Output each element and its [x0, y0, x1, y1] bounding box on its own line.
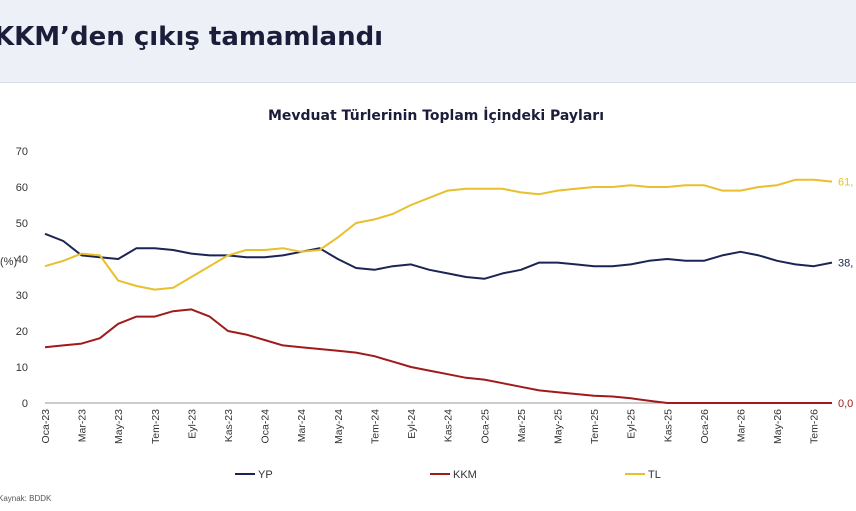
- series-line-yp: [44, 232, 833, 280]
- legend-item-tl: TL: [625, 469, 661, 481]
- y-tick-label: 10: [16, 362, 28, 374]
- end-label-kkm: 0,0: [838, 398, 853, 410]
- x-tick-label: Tem-26: [809, 409, 821, 444]
- legend-item-yp: YP: [235, 469, 273, 481]
- x-tick-label: Mar-24: [296, 409, 308, 442]
- end-label-yp: 38,: [838, 258, 853, 270]
- x-tick-label: Oca-26: [699, 409, 711, 444]
- end-labels: 38, 0,0 61,: [838, 177, 853, 410]
- y-tick-label: 30: [16, 290, 28, 302]
- x-tick-label: Mar-23: [77, 409, 89, 442]
- x-tick-label: Kas-25: [662, 409, 674, 442]
- x-axis: Oca-23 Mar-23 May-23 Tem-23 Eyl-23 Kas-23 Oca-…: [40, 402, 832, 444]
- x-tick-label: Mar-25: [516, 409, 528, 442]
- end-label-tl: 61,: [838, 177, 853, 189]
- series-lines: [44, 178, 833, 404]
- x-tick-label: Tem-23: [150, 409, 162, 444]
- y-tick-label: 20: [16, 326, 28, 338]
- x-tick-label: Tem-25: [589, 409, 601, 444]
- y-axis: 0 10 20 30 40 50 60 70: [16, 146, 28, 410]
- x-tick-label: Kas-24: [443, 409, 455, 442]
- legend-item-kkm: KKM: [430, 469, 477, 481]
- x-tick-label: Oca-23: [40, 409, 52, 444]
- legend-label: YP: [258, 469, 273, 481]
- y-tick-label: 0: [22, 398, 28, 410]
- source-note: Kaynak: BDDK: [0, 494, 52, 503]
- slide-title: KKM’den çıkış tamamlandı: [0, 22, 384, 52]
- y-tick-label: 50: [16, 218, 28, 230]
- x-tick-label: Eyl-23: [186, 409, 198, 439]
- y-axis-label: (%): [0, 256, 17, 268]
- slide-header: KKM’den çıkış tamamlandı: [0, 0, 856, 83]
- series-line-tl: [44, 178, 833, 291]
- x-tick-label: Kas-23: [223, 409, 235, 442]
- y-tick-label: 40: [16, 254, 28, 266]
- x-tick-label: Eyl-25: [626, 409, 638, 439]
- x-tick-label: May-25: [552, 409, 564, 444]
- chart-title: Mevduat Türlerinin Toplam İçindeki Payla…: [268, 107, 604, 124]
- x-tick-label: May-24: [333, 409, 345, 444]
- y-tick-label: 70: [16, 146, 28, 158]
- line-chart: Mevduat Türlerinin Toplam İçindeki Payla…: [0, 107, 853, 481]
- x-tick-label: Oca-24: [260, 409, 272, 444]
- y-tick-label: 60: [16, 182, 28, 194]
- x-tick-label: May-26: [772, 409, 784, 444]
- x-tick-label: May-23: [113, 409, 125, 444]
- legend-label: TL: [648, 469, 661, 481]
- x-tick-label: Eyl-24: [406, 409, 418, 439]
- legend-label: KKM: [453, 469, 477, 481]
- x-tick-label: Tem-24: [369, 409, 381, 444]
- chart-legend: YP KKM TL: [235, 469, 661, 481]
- series-line-kkm: [44, 308, 832, 404]
- x-tick-label: Oca-25: [479, 409, 491, 444]
- x-tick-label: Mar-26: [735, 409, 747, 442]
